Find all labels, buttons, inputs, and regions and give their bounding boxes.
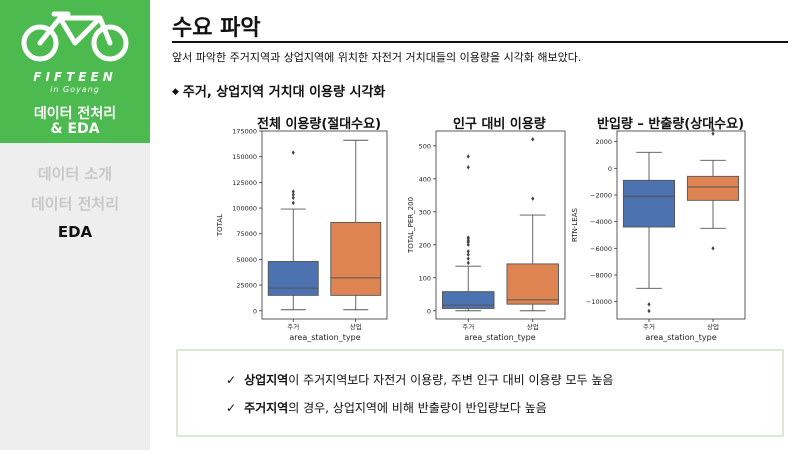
y-tick-label: 400: [419, 175, 431, 183]
y-tick-label: 125000: [232, 179, 257, 187]
y-axis-label: TOTAL_PER_200: [407, 197, 415, 254]
brand-name: FIFTEEN: [33, 70, 117, 84]
y-tick-label: 300: [419, 208, 431, 216]
y-tick-label: 175000: [232, 128, 257, 136]
y-tick-label: 2000: [595, 138, 612, 146]
section-label-line2: & EDA: [50, 121, 100, 137]
outlier-point: [466, 256, 470, 261]
x-tick-label: 상업: [350, 322, 362, 331]
diamond-bullet-icon: ◆: [172, 87, 179, 97]
brand-panel: FIFTEEN in Goyang 데이터 전처리 & EDA: [0, 0, 150, 143]
y-tick-label: −10000: [586, 298, 612, 306]
y-axis-label: TOTAL: [216, 214, 224, 237]
title-divider: [172, 41, 788, 43]
y-tick-label: 100000: [232, 205, 257, 213]
outlier-point: [531, 196, 535, 201]
nav-item-data-intro[interactable]: 데이터 소개: [37, 165, 113, 183]
sidebar: FIFTEEN in Goyang 데이터 전처리 & EDA 데이터 소개 데…: [0, 0, 150, 450]
summary-line-1: ✓ 상업지역이 주거지역보다 자전거 이용량, 주변 인구 대비 이용량 모두 높…: [226, 371, 613, 388]
nav-item-preprocessing[interactable]: 데이터 전처리: [30, 195, 120, 213]
chart-title-total: 전체 이용량(절대수요): [257, 117, 382, 132]
outlier-point: [647, 302, 651, 307]
box-2-1: [686, 175, 740, 201]
outlier-point: [466, 154, 470, 159]
bicycle-logo-icon: [21, 11, 129, 62]
box-0-1: [330, 221, 382, 296]
outlier-point: [711, 127, 715, 132]
outlier-point: [531, 137, 535, 142]
outlier-point: [466, 252, 470, 257]
x-tick-label: 주거: [287, 322, 299, 331]
outlier-point: [466, 260, 470, 266]
x-axis-label: area_station_type: [645, 333, 716, 342]
y-tick-label: 25000: [236, 282, 257, 290]
summary-line-1-rest: 이 주거지역보다 자전거 이용량, 주변 인구 대비 이용량 모두 높음: [288, 373, 614, 387]
outlier-point: [291, 150, 295, 155]
outlier-point: [466, 235, 470, 240]
y-tick-label: 200: [419, 241, 431, 249]
brand-subtitle: in Goyang: [50, 85, 100, 94]
y-tick-label: 50000: [236, 256, 257, 264]
page-title: 수요 파악: [172, 16, 261, 41]
y-tick-label: 0: [427, 307, 431, 315]
nav-item-eda[interactable]: EDA: [57, 223, 93, 241]
outlier-point: [291, 195, 295, 200]
x-tick-label: 주거: [462, 322, 474, 331]
x-tick-label: 상업: [707, 322, 719, 331]
section-heading-text: 주거, 상업지역 거치대 이용량 시각화: [182, 85, 386, 100]
y-tick-label: 150000: [232, 153, 257, 161]
chart-title-net: 반입량 – 반출량(상대수요): [597, 117, 745, 132]
outlier-point: [711, 131, 715, 136]
outlier-point: [466, 242, 470, 247]
y-axis-label: RTN-LEAS: [571, 207, 579, 242]
outlier-point: [466, 249, 470, 254]
section-label-line1: 데이터 전처리: [33, 106, 117, 122]
chart-title-per-pop: 인구 대비 이용량: [453, 117, 546, 132]
y-tick-label: 0: [608, 165, 612, 173]
summary-box: ✓ 상업지역이 주거지역보다 자전거 이용량, 주변 인구 대비 이용량 모두 높…: [176, 349, 784, 437]
outlier-point: [291, 189, 295, 194]
y-tick-label: 500: [419, 142, 431, 150]
x-axis-label: area_station_type: [289, 333, 360, 342]
summary-line-1-bold: 상업지역: [244, 373, 289, 387]
box-1-1: [506, 263, 560, 305]
y-tick-label: −2000: [590, 192, 612, 200]
y-tick-label: 100: [419, 274, 431, 282]
check-icon: ✓: [226, 401, 237, 415]
y-tick-label: −8000: [590, 272, 612, 280]
box-1-0: [442, 291, 495, 309]
x-tick-label: 상업: [527, 322, 539, 331]
x-tick-label: 주거: [643, 322, 655, 331]
outlier-point: [711, 246, 715, 251]
summary-line-2: ✓ 주거지역의 경우, 상업지역에 비해 반출량이 반입량보다 높음: [226, 399, 547, 416]
y-tick-label: −6000: [590, 245, 612, 253]
check-icon: ✓: [226, 373, 237, 387]
summary-line-2-rest: 의 경우, 상업지역에 비해 반출량이 반입량보다 높음: [288, 401, 547, 415]
y-tick-label: −4000: [590, 218, 612, 226]
summary-line-2-bold: 주거지역: [244, 401, 289, 415]
outlier-point: [291, 200, 295, 206]
section-heading: ◆ 주거, 상업지역 거치대 이용량 시각화: [172, 81, 385, 100]
y-tick-label: 0: [253, 307, 257, 315]
box-0-0: [267, 261, 319, 296]
x-axis-label: area_station_type: [464, 333, 535, 342]
y-tick-label: 75000: [236, 230, 257, 238]
box-2-0: [622, 179, 676, 228]
outlier-point: [466, 165, 470, 170]
outlier-point: [647, 308, 651, 314]
outlier-point: [291, 192, 295, 197]
page-subtitle: 앞서 파악한 주거지역과 상업지역에 위치한 자전거 거치대들의 이용량을 시각…: [172, 51, 582, 64]
